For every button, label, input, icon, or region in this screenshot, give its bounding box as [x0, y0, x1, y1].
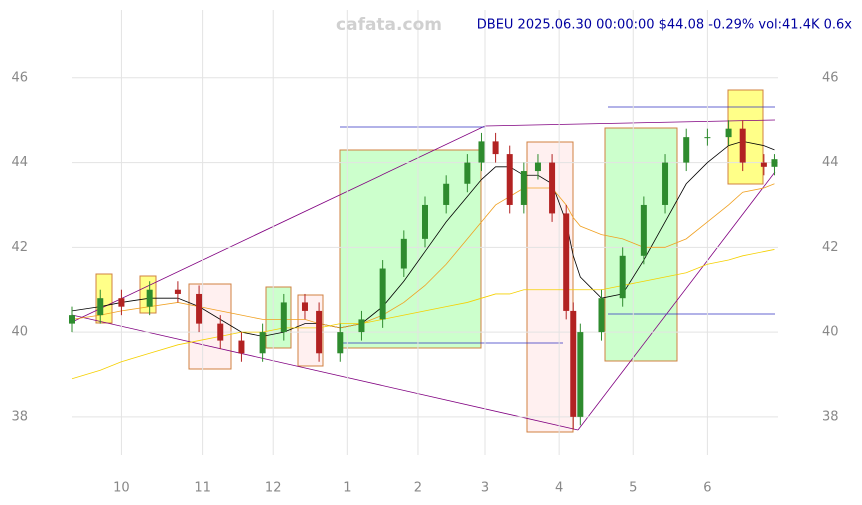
y-tick-label: 38 — [11, 409, 28, 424]
candle-body — [683, 137, 690, 163]
candle-body — [464, 162, 471, 184]
candle-body — [478, 141, 485, 163]
zone — [188, 283, 232, 370]
watermark: cafata.com — [336, 15, 442, 35]
x-tick-label: 3 — [481, 481, 489, 496]
candle-body — [640, 204, 647, 256]
x-tick-label: 4 — [555, 481, 563, 496]
candle-body — [301, 302, 308, 311]
y-tick-label: 40 — [822, 325, 839, 340]
x-tick-label: 11 — [194, 481, 211, 496]
candle-body — [379, 268, 386, 320]
candle-body — [280, 302, 287, 333]
y-tick-label: 38 — [822, 409, 839, 424]
trend-line — [484, 119, 776, 127]
candle-body — [259, 332, 266, 354]
candle-body — [725, 128, 732, 138]
candle-body — [704, 137, 711, 139]
x-tick-label: 6 — [703, 481, 711, 496]
candle-body — [577, 332, 584, 417]
candle-body — [337, 332, 344, 354]
candle-body — [619, 255, 626, 299]
x-tick-label: 1 — [343, 481, 351, 496]
candle-body — [598, 298, 605, 333]
candle-body — [174, 289, 181, 294]
y-tick-label: 46 — [822, 70, 839, 85]
candle-body — [316, 310, 323, 354]
moving-average — [71, 183, 775, 329]
candle-body — [400, 238, 407, 269]
y-tick-label: 42 — [11, 240, 28, 255]
candle-body — [760, 162, 767, 167]
zone — [265, 286, 292, 349]
candle-body — [238, 340, 245, 354]
candle-body — [217, 323, 224, 341]
candle-body — [69, 315, 75, 324]
candle-body — [146, 289, 153, 307]
y-tick-label: 44 — [11, 155, 28, 170]
y-tick-label: 44 — [822, 155, 839, 170]
candle-body — [196, 293, 203, 324]
candle-body — [422, 204, 428, 239]
moving-average — [71, 140, 775, 337]
y-tick-label: 46 — [11, 70, 28, 85]
x-tick-label: 10 — [113, 481, 130, 496]
x-tick-label: 5 — [629, 481, 637, 496]
candle-body — [492, 141, 499, 155]
candle-body — [662, 162, 669, 205]
candle-body — [97, 298, 104, 316]
x-tick-label: 12 — [265, 481, 282, 496]
candle-body — [563, 213, 570, 311]
trend-line — [71, 314, 579, 431]
candle-body — [358, 319, 365, 333]
candle-body — [118, 298, 125, 307]
y-tick-label: 42 — [822, 240, 839, 255]
candle-body — [570, 310, 577, 417]
x-tick-label: 2 — [414, 481, 422, 496]
y-tick-label: 40 — [11, 325, 28, 340]
candle-body — [506, 154, 513, 205]
zone — [339, 149, 482, 349]
moving-average — [71, 249, 775, 380]
candle-body — [534, 162, 541, 172]
trend-line — [577, 171, 776, 431]
candle-body — [739, 128, 746, 163]
chart-title: DBEU 2025.06.30 00:00:00 $44.08 -0.29% v… — [477, 18, 853, 33]
candle-body — [443, 183, 450, 205]
candle-body — [520, 171, 527, 205]
candle-body — [771, 159, 778, 167]
trend-line — [71, 125, 486, 323]
candle-body — [549, 162, 556, 214]
